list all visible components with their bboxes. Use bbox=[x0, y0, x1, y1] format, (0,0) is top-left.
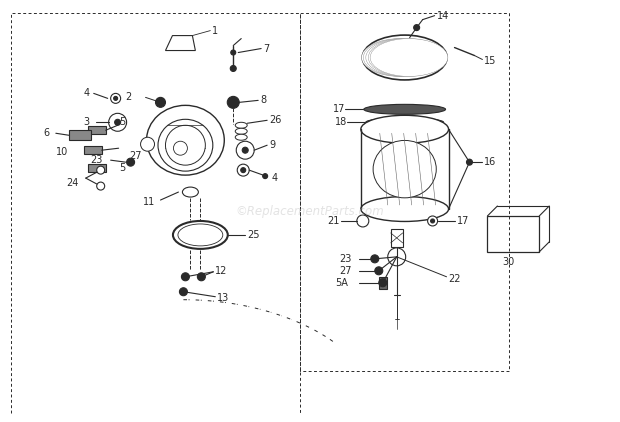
Text: 30: 30 bbox=[502, 257, 515, 267]
Circle shape bbox=[144, 140, 151, 148]
Circle shape bbox=[113, 96, 118, 100]
Circle shape bbox=[179, 288, 187, 296]
Circle shape bbox=[241, 168, 246, 173]
Text: 8: 8 bbox=[260, 95, 266, 106]
Ellipse shape bbox=[366, 118, 443, 127]
Circle shape bbox=[414, 24, 420, 31]
Circle shape bbox=[174, 141, 187, 155]
Ellipse shape bbox=[366, 38, 443, 76]
Text: 23: 23 bbox=[339, 254, 352, 264]
Ellipse shape bbox=[235, 122, 247, 128]
Text: 13: 13 bbox=[217, 293, 229, 303]
Text: 7: 7 bbox=[263, 43, 270, 54]
Circle shape bbox=[263, 173, 268, 179]
Circle shape bbox=[357, 215, 369, 227]
Bar bbox=[487, 216, 539, 252]
Text: 22: 22 bbox=[448, 274, 461, 284]
Circle shape bbox=[236, 141, 254, 159]
Text: 4: 4 bbox=[271, 173, 277, 183]
Text: 1: 1 bbox=[212, 26, 218, 35]
Text: 2: 2 bbox=[126, 92, 132, 103]
Text: 11: 11 bbox=[143, 197, 155, 207]
Text: 16: 16 bbox=[484, 157, 497, 167]
Circle shape bbox=[237, 164, 249, 176]
Text: 5: 5 bbox=[120, 117, 126, 127]
Circle shape bbox=[182, 273, 189, 281]
Ellipse shape bbox=[370, 38, 448, 76]
Text: 6: 6 bbox=[43, 128, 49, 138]
Text: ©ReplacementParts.com: ©ReplacementParts.com bbox=[236, 206, 384, 219]
Circle shape bbox=[228, 96, 239, 108]
Bar bbox=[88, 164, 105, 172]
Ellipse shape bbox=[368, 38, 446, 76]
Circle shape bbox=[156, 97, 166, 107]
Ellipse shape bbox=[235, 128, 247, 134]
Polygon shape bbox=[166, 35, 195, 51]
Text: 12: 12 bbox=[215, 266, 228, 276]
Circle shape bbox=[379, 279, 387, 287]
Circle shape bbox=[466, 159, 472, 165]
Ellipse shape bbox=[235, 134, 247, 140]
Text: 5A: 5A bbox=[335, 278, 348, 288]
Bar bbox=[69, 130, 91, 140]
Ellipse shape bbox=[361, 197, 448, 222]
Bar bbox=[391, 229, 403, 247]
Circle shape bbox=[388, 248, 405, 266]
Bar bbox=[84, 146, 102, 154]
Circle shape bbox=[166, 125, 205, 165]
Text: 26: 26 bbox=[269, 115, 281, 125]
Text: 17: 17 bbox=[333, 104, 345, 114]
Circle shape bbox=[428, 216, 438, 226]
Bar bbox=[88, 126, 105, 134]
Text: 5: 5 bbox=[120, 163, 126, 173]
Ellipse shape bbox=[385, 46, 425, 68]
Ellipse shape bbox=[173, 221, 228, 249]
Circle shape bbox=[231, 50, 236, 55]
Text: 3: 3 bbox=[84, 117, 90, 127]
Circle shape bbox=[242, 147, 248, 153]
Ellipse shape bbox=[361, 38, 439, 76]
Text: 21: 21 bbox=[327, 216, 339, 226]
Circle shape bbox=[108, 114, 126, 131]
Ellipse shape bbox=[158, 119, 213, 171]
Text: 15: 15 bbox=[484, 57, 497, 67]
Text: 18: 18 bbox=[335, 117, 347, 127]
Circle shape bbox=[431, 219, 435, 223]
Circle shape bbox=[141, 137, 154, 151]
Ellipse shape bbox=[373, 141, 436, 198]
Bar bbox=[379, 277, 387, 289]
Circle shape bbox=[230, 65, 236, 71]
Text: 17: 17 bbox=[456, 216, 469, 226]
Ellipse shape bbox=[178, 224, 223, 246]
Ellipse shape bbox=[182, 187, 198, 197]
Text: 23: 23 bbox=[91, 155, 103, 165]
Circle shape bbox=[110, 93, 121, 103]
Circle shape bbox=[392, 253, 401, 261]
Ellipse shape bbox=[364, 104, 446, 114]
Ellipse shape bbox=[146, 106, 224, 175]
Text: 25: 25 bbox=[247, 230, 260, 240]
Text: 27: 27 bbox=[339, 266, 352, 276]
Circle shape bbox=[97, 182, 105, 190]
Circle shape bbox=[371, 255, 379, 263]
Text: 4: 4 bbox=[84, 88, 90, 98]
Circle shape bbox=[126, 158, 135, 166]
Text: 24: 24 bbox=[66, 178, 78, 188]
Ellipse shape bbox=[361, 115, 448, 143]
Text: 14: 14 bbox=[436, 11, 449, 21]
Text: 9: 9 bbox=[269, 140, 275, 150]
Text: 27: 27 bbox=[130, 151, 142, 161]
Circle shape bbox=[97, 166, 105, 174]
Ellipse shape bbox=[363, 38, 441, 76]
Circle shape bbox=[115, 119, 121, 125]
Ellipse shape bbox=[362, 35, 447, 80]
Circle shape bbox=[197, 273, 205, 281]
Text: 10: 10 bbox=[56, 147, 68, 157]
Circle shape bbox=[374, 267, 383, 275]
